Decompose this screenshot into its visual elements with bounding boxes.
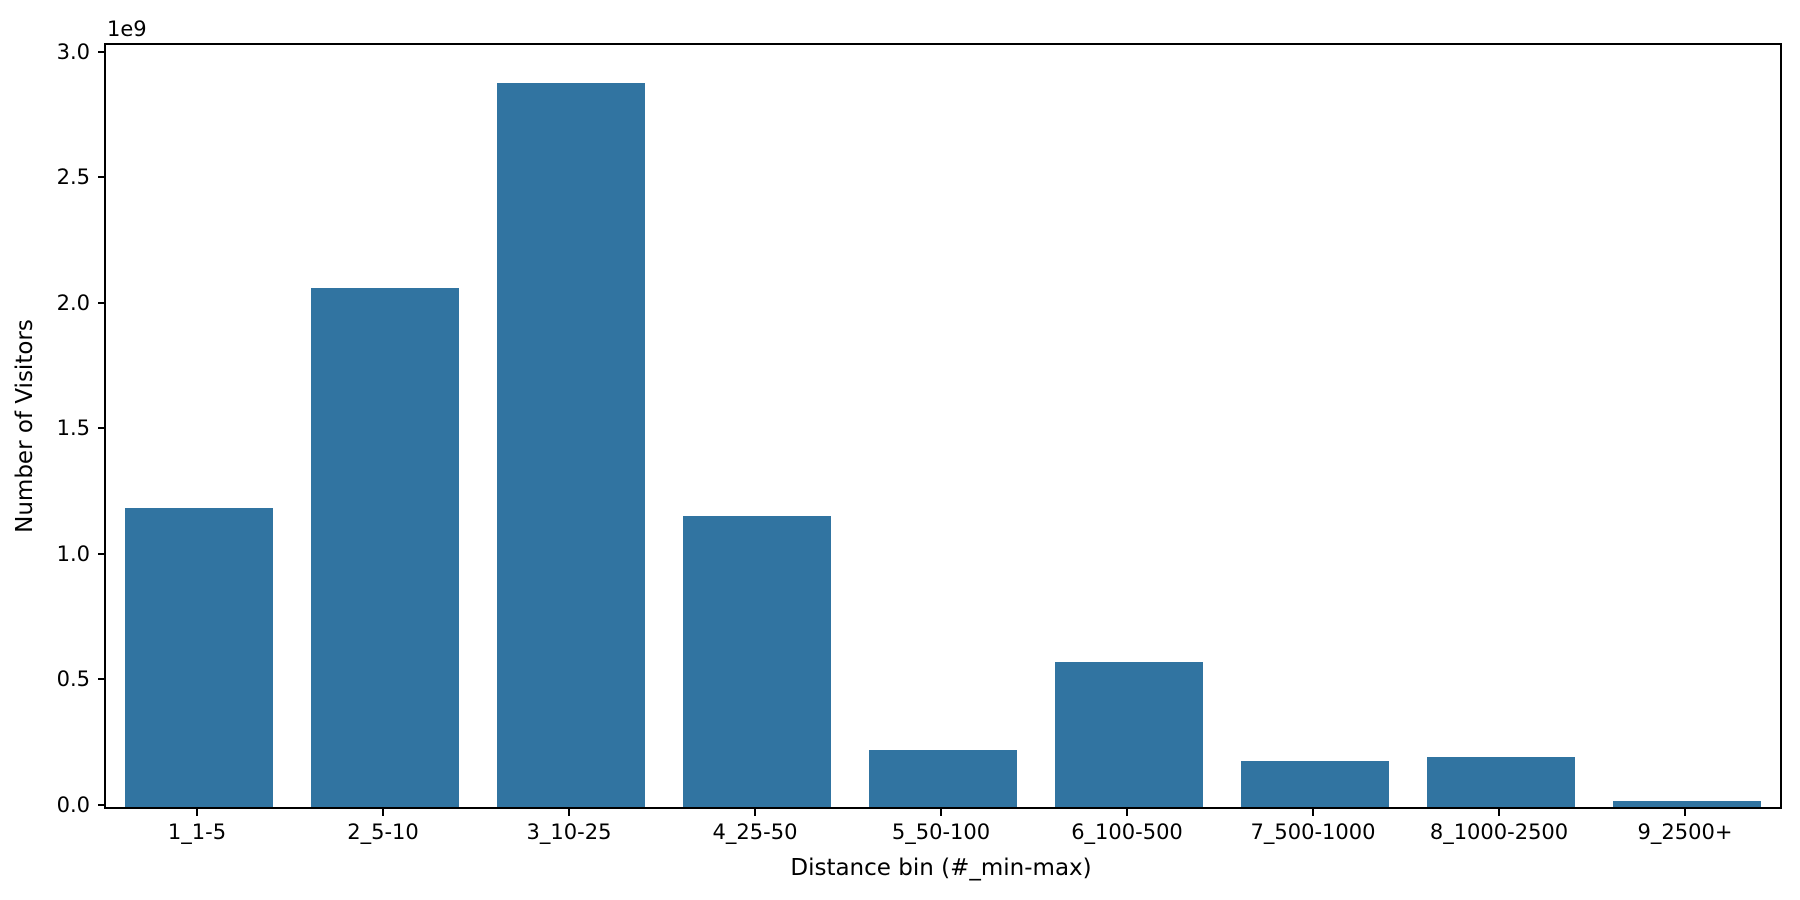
- y-tick-label: 2.5: [56, 165, 90, 190]
- bar-1_1-5: [124, 508, 274, 807]
- bar-7_500-1000: [1240, 761, 1390, 807]
- bar-2_5-10: [310, 287, 460, 807]
- x-tick-mark: [568, 809, 570, 816]
- bar-9_2500+: [1612, 800, 1762, 807]
- y-axis-offset-label: 1e9: [107, 17, 147, 41]
- y-tick-mark: [98, 176, 105, 179]
- bar-6_100-500: [1054, 661, 1204, 807]
- x-tick-mark: [1498, 809, 1500, 816]
- y-tick-mark: [98, 427, 105, 430]
- bar-3_10-25: [496, 82, 646, 807]
- y-tick-mark: [98, 50, 105, 53]
- y-tick-label: 1.5: [56, 416, 90, 441]
- x-tick-mark: [1126, 809, 1128, 816]
- x-axis-title: Distance bin (#_min-max): [790, 855, 1092, 881]
- x-tick-label-4_25-50: 4_25-50: [712, 820, 798, 844]
- x-tick-label-6_100-500: 6_100-500: [1071, 820, 1183, 844]
- y-tick-label: 0.0: [56, 793, 90, 817]
- bar-8_1000-2500: [1426, 757, 1576, 807]
- y-tick-label: 0.5: [56, 667, 90, 692]
- x-tick-label-9_2500+: 9_2500+: [1637, 820, 1733, 844]
- y-tick-mark: [98, 552, 105, 555]
- y-tick-mark: [98, 678, 105, 681]
- bar-5_50-100: [868, 750, 1018, 807]
- x-tick-mark: [382, 809, 384, 816]
- x-tick-label-7_500-1000: 7_500-1000: [1250, 820, 1376, 844]
- x-tick-label-8_1000-2500: 8_1000-2500: [1429, 820, 1569, 844]
- x-tick-label-1_1-5: 1_1-5: [167, 820, 227, 844]
- x-tick-mark: [1312, 809, 1314, 816]
- x-tick-mark: [940, 809, 942, 816]
- y-tick-label: 2.0: [56, 290, 90, 315]
- x-tick-mark: [1684, 809, 1686, 816]
- bar-4_25-50: [682, 516, 832, 807]
- x-tick-label-5_50-100: 5_50-100: [891, 820, 991, 844]
- x-tick-label-2_5-10: 2_5-10: [347, 820, 419, 844]
- y-tick-label: 1.0: [56, 541, 90, 566]
- x-tick-label-3_10-25: 3_10-25: [526, 820, 612, 844]
- y-tick-mark: [98, 804, 105, 806]
- y-tick-label: 3.0: [56, 39, 90, 64]
- y-tick-mark: [98, 301, 105, 304]
- x-tick-mark: [754, 809, 756, 816]
- x-tick-mark: [196, 809, 198, 816]
- plot-area: [104, 43, 1782, 809]
